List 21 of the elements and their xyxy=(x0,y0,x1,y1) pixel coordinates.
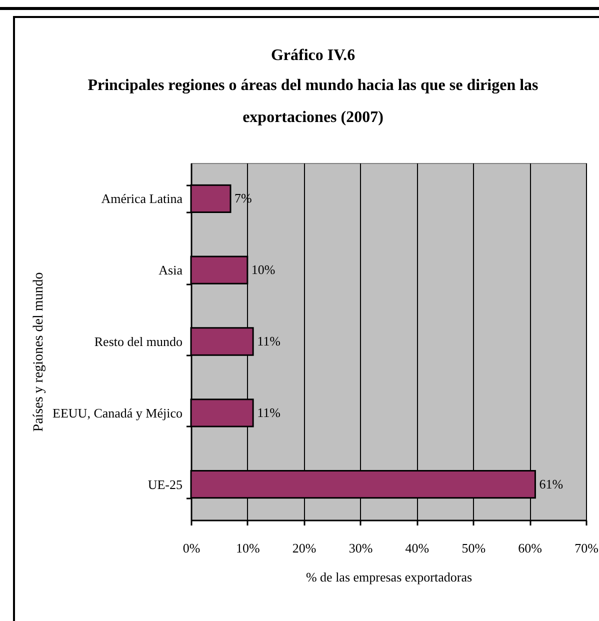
y-tick-label: Asia xyxy=(158,262,183,278)
x-tick-label: 60% xyxy=(518,540,542,556)
data-label: 11% xyxy=(257,404,281,420)
y-tick-label: EEUU, Canadá y Méjico xyxy=(52,405,182,420)
x-tick-label: 0% xyxy=(182,540,200,556)
y-tick-label: UE-25 xyxy=(148,476,182,492)
data-label: 10% xyxy=(251,262,276,278)
x-tick-label: 20% xyxy=(292,540,316,556)
x-tick-label: 30% xyxy=(348,540,373,556)
y-axis-title: Países y regiones del mundo xyxy=(32,272,46,432)
data-label: 61% xyxy=(539,476,564,492)
y-tick-label: Resto del mundo xyxy=(94,334,182,349)
x-tick-label: 10% xyxy=(236,540,260,556)
chart-subtitle: Principales regiones o áreas del mundo hacia las que se dirigen las exportaciones (2007) xyxy=(88,77,538,126)
chart-title: Gráfico IV.6 xyxy=(270,47,356,64)
x-tick-label: 50% xyxy=(462,540,486,556)
x-tick-label: 40% xyxy=(405,540,430,556)
data-label: 11% xyxy=(257,334,281,348)
x-axis-title: % de las empresas exportadoras xyxy=(306,570,472,584)
x-tick-label: 70% xyxy=(574,540,599,556)
y-tick-label: América Latina xyxy=(101,191,183,206)
